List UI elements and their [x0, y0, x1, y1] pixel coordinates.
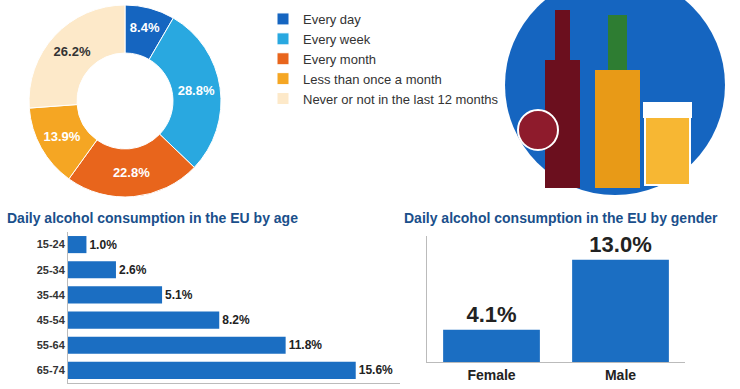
- svg-text:4.1%: 4.1%: [466, 302, 516, 327]
- svg-text:45-54: 45-54: [37, 314, 66, 326]
- svg-text:25-34: 25-34: [37, 264, 66, 276]
- svg-text:13.0%: 13.0%: [589, 232, 651, 257]
- svg-text:28.8%: 28.8%: [178, 83, 215, 98]
- svg-text:Daily alcohol consumption in t: Daily alcohol consumption in the EU by g…: [404, 210, 718, 226]
- svg-text:8.4%: 8.4%: [130, 20, 160, 35]
- svg-text:26.2%: 26.2%: [54, 44, 91, 59]
- svg-text:Every month: Every month: [303, 52, 376, 67]
- svg-text:35-44: 35-44: [37, 289, 66, 301]
- svg-text:Less than once a month: Less than once a month: [303, 72, 442, 87]
- svg-text:15.6%: 15.6%: [359, 363, 393, 377]
- svg-text:11.8%: 11.8%: [289, 338, 323, 352]
- svg-text:Never or not in the last 12 mo: Never or not in the last 12 months: [303, 92, 499, 107]
- svg-text:8.2%: 8.2%: [222, 313, 250, 327]
- svg-text:5.1%: 5.1%: [165, 288, 193, 302]
- svg-text:22.8%: 22.8%: [113, 165, 150, 180]
- svg-text:2.6%: 2.6%: [119, 263, 147, 277]
- svg-text:55-64: 55-64: [37, 339, 66, 351]
- svg-text:65-74: 65-74: [37, 364, 66, 376]
- svg-text:Every day: Every day: [303, 12, 361, 27]
- svg-text:Male: Male: [605, 367, 636, 383]
- svg-text:Every week: Every week: [303, 32, 371, 47]
- svg-text:13.9%: 13.9%: [44, 129, 81, 144]
- svg-text:Female: Female: [467, 367, 515, 383]
- svg-text:15-24: 15-24: [37, 238, 66, 250]
- svg-text:Daily alcohol consumption in t: Daily alcohol consumption in the EU by a…: [7, 210, 298, 226]
- svg-text:1.0%: 1.0%: [89, 238, 117, 252]
